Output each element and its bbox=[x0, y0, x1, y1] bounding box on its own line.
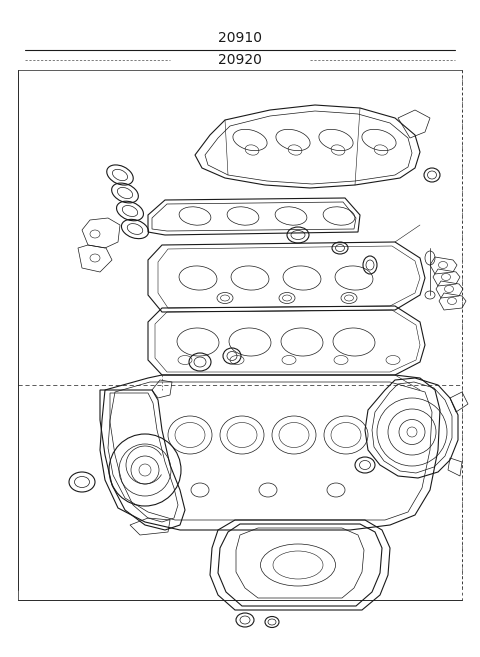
Text: 20910: 20910 bbox=[218, 31, 262, 45]
Text: 20920: 20920 bbox=[218, 53, 262, 67]
